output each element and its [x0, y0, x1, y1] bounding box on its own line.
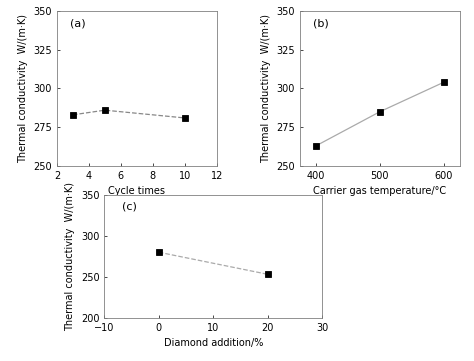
X-axis label: Cycle times: Cycle times [109, 187, 165, 196]
Text: (a): (a) [70, 18, 85, 29]
X-axis label: Carrier gas temperature/°C: Carrier gas temperature/°C [313, 187, 447, 196]
Y-axis label: Thermal conductivity  W/(m·K): Thermal conductivity W/(m·K) [18, 14, 27, 163]
Text: (c): (c) [122, 201, 137, 211]
Y-axis label: Thermal conductivity  W/(m·K): Thermal conductivity W/(m·K) [261, 14, 271, 163]
X-axis label: Diamond addition/%: Diamond addition/% [164, 338, 263, 348]
Text: (b): (b) [313, 18, 328, 29]
Y-axis label: Thermal conductivity  W/(m·K): Thermal conductivity W/(m·K) [65, 182, 75, 331]
